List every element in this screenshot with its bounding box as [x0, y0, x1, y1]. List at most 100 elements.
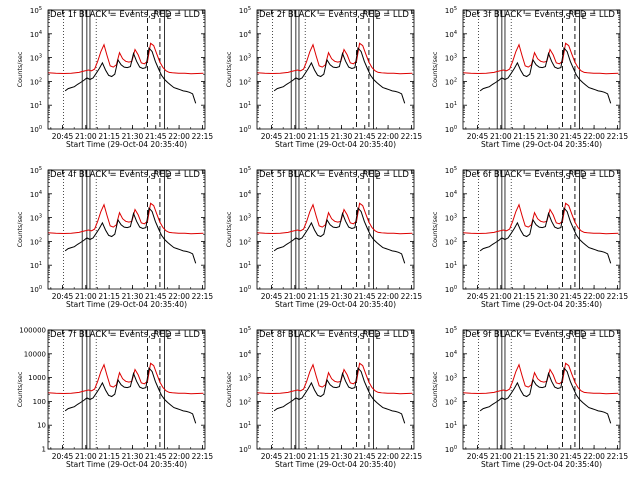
y-tick-label: 100: [239, 125, 251, 134]
y-tick-label: 105: [30, 6, 42, 15]
region-marker-end: E: [167, 332, 172, 341]
events-series-line: [273, 46, 406, 104]
lld-series-line: [462, 362, 619, 395]
y-axis-label: Counts/sec: [225, 371, 233, 407]
plot-frame: [256, 9, 415, 130]
events-series-line: [64, 366, 197, 424]
chart-title: Det 2f BLACK = Events, RED = LLD: [259, 10, 409, 20]
lld-series-line: [462, 42, 619, 75]
region-marker-end: E: [376, 172, 381, 181]
y-tick-label: 100: [33, 398, 46, 406]
y-tick-label: 102: [239, 77, 251, 86]
x-tick-label: 21:15: [98, 292, 120, 301]
x-tick-label: 21:30: [537, 292, 559, 301]
x-tick-label: 21:15: [513, 292, 535, 301]
y-tick-label: 105: [445, 326, 457, 335]
x-tick-label: 21:30: [537, 452, 559, 461]
x-tick-label: 21:00: [284, 452, 306, 461]
y-tick-label: 1000: [28, 374, 46, 382]
x-tick-label: 21:45: [560, 292, 582, 301]
x-tick-label: 22:15: [401, 132, 423, 141]
x-tick-label: 22:00: [583, 452, 605, 461]
y-tick-label: 101: [445, 421, 457, 430]
x-axis-label: Start Time (29-Oct-04 20:35:40): [275, 300, 396, 309]
y-axis-label: Counts/sec: [16, 51, 24, 87]
x-tick-label: 22:00: [168, 292, 190, 301]
x-tick-label: 21:30: [122, 132, 144, 141]
x-axis-label: Start Time (29-Oct-04 20:35:40): [275, 140, 396, 149]
chart-title: Det 6f BLACK = Events, RED = LLD: [465, 170, 615, 180]
y-tick-label: 101: [445, 101, 457, 110]
x-tick-label: 20:45: [467, 132, 489, 141]
x-tick-label: 20:45: [52, 452, 74, 461]
y-tick-label: 100: [445, 285, 457, 294]
y-tick-label: 103: [445, 374, 457, 383]
x-tick-label: 21:00: [490, 452, 512, 461]
x-tick-label: 21:00: [284, 132, 306, 141]
x-tick-label: 21:15: [98, 452, 120, 461]
y-tick-label: 104: [30, 30, 42, 39]
y-axis-label: Counts/sec: [431, 51, 439, 87]
y-tick-label: 10000: [24, 350, 46, 358]
y-tick-label: 101: [239, 261, 251, 270]
chart-title: Det 9f BLACK = Events, RED = LLD: [465, 330, 615, 340]
lld-series-line: [47, 362, 204, 395]
events-series-line: [479, 46, 612, 104]
events-series-line: [273, 206, 406, 264]
x-tick-label: 20:45: [52, 132, 74, 141]
x-tick-label: 21:00: [75, 292, 97, 301]
x-tick-label: 22:15: [192, 452, 214, 461]
x-tick-label: 21:15: [307, 292, 329, 301]
x-tick-label: 21:15: [513, 452, 535, 461]
chart-title: Det 4f BLACK = Events, RED = LLD: [50, 170, 200, 180]
y-tick-label: 1: [42, 446, 46, 454]
y-tick-label: 105: [239, 6, 251, 15]
x-tick-label: 21:30: [331, 292, 353, 301]
y-tick-label: 102: [445, 237, 457, 246]
chart-title: Det 1f BLACK = Events, RED = LLD: [50, 10, 200, 20]
plot-frame: [462, 169, 621, 290]
y-tick-label: 104: [445, 350, 457, 359]
x-axis-label: Start Time (29-Oct-04 20:35:40): [481, 300, 602, 309]
lld-series-line: [256, 362, 413, 395]
y-axis-label: Counts/sec: [225, 211, 233, 247]
region-marker-start: S: [150, 172, 155, 181]
region-marker-end: E: [582, 172, 587, 181]
chart-title: Det 5f BLACK = Events, RED = LLD: [259, 170, 409, 180]
plot-frame: [256, 329, 415, 450]
lld-series-line: [462, 202, 619, 235]
x-tick-label: 22:15: [607, 452, 629, 461]
x-axis-label: Start Time (29-Oct-04 20:35:40): [66, 300, 187, 309]
plot-frame: [47, 169, 206, 290]
y-tick-label: 104: [239, 350, 251, 359]
y-tick-label: 101: [30, 101, 42, 110]
y-tick-label: 101: [445, 261, 457, 270]
y-tick-label: 102: [30, 77, 42, 86]
x-tick-label: 21:30: [122, 452, 144, 461]
y-tick-label: 103: [445, 54, 457, 63]
y-tick-label: 103: [239, 374, 251, 383]
y-tick-label: 103: [445, 214, 457, 223]
x-tick-label: 21:45: [354, 292, 376, 301]
events-series-line: [479, 206, 612, 264]
y-tick-label: 102: [239, 237, 251, 246]
y-tick-label: 104: [445, 30, 457, 39]
y-tick-label: 100: [30, 125, 42, 134]
x-tick-label: 22:00: [583, 292, 605, 301]
x-tick-label: 21:30: [331, 132, 353, 141]
x-axis-label: Start Time (29-Oct-04 20:35:40): [66, 140, 187, 149]
x-tick-label: 21:00: [490, 132, 512, 141]
x-tick-label: 22:15: [192, 292, 214, 301]
x-tick-label: 22:15: [192, 132, 214, 141]
chart-title: Det 8f BLACK = Events, RED = LLD: [259, 330, 409, 340]
y-axis-label: Counts/sec: [16, 211, 24, 247]
x-tick-label: 21:45: [145, 292, 167, 301]
y-tick-label: 100: [239, 285, 251, 294]
x-tick-label: 21:15: [307, 452, 329, 461]
x-tick-label: 22:00: [377, 292, 399, 301]
